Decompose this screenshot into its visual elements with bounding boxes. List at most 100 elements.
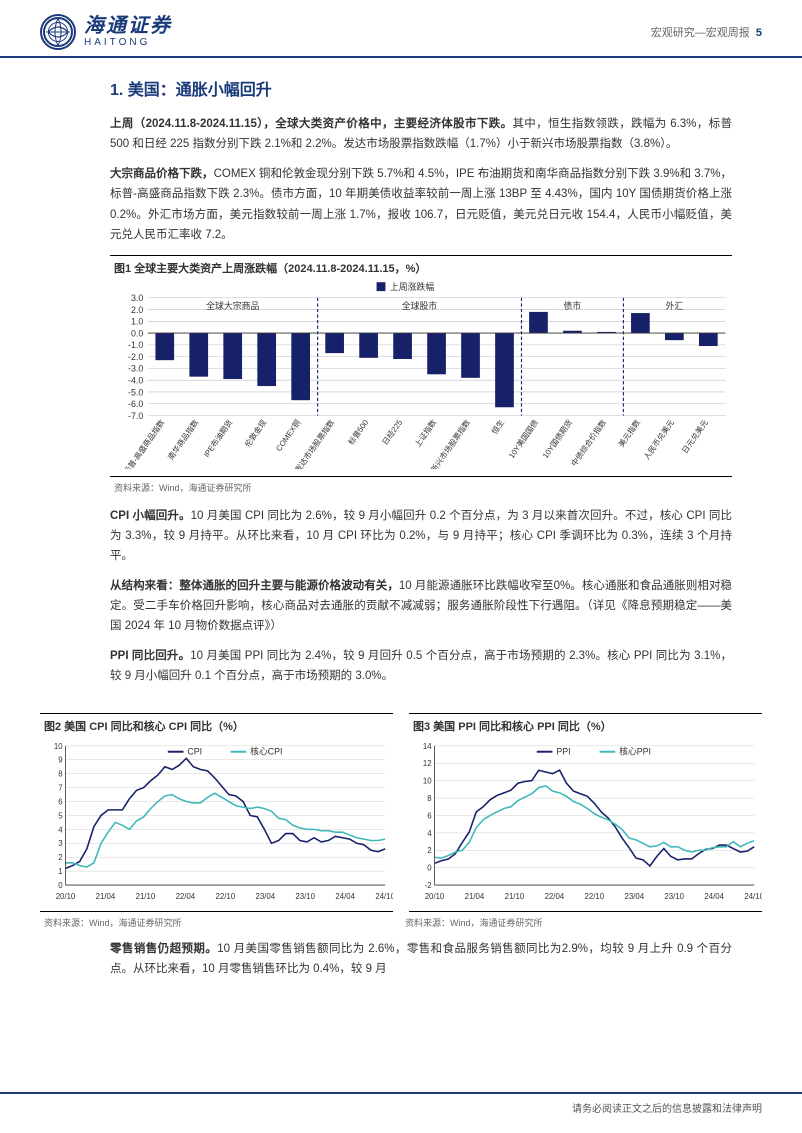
svg-text:IPE布油期货: IPE布油期货 bbox=[201, 417, 234, 459]
svg-text:1.0: 1.0 bbox=[131, 316, 143, 326]
svg-text:-2.0: -2.0 bbox=[128, 352, 143, 362]
svg-text:全球大宗商品: 全球大宗商品 bbox=[206, 300, 259, 311]
svg-text:2: 2 bbox=[427, 846, 431, 855]
p4-bold: 从结构来看：整体通胀的回升主要与能源价格波动有关， bbox=[110, 580, 399, 592]
svg-text:伦敦金现: 伦敦金现 bbox=[242, 417, 268, 448]
svg-text:8: 8 bbox=[427, 794, 432, 803]
svg-text:20/10: 20/10 bbox=[56, 891, 76, 900]
svg-text:12: 12 bbox=[423, 759, 432, 768]
fig1-source: 资料来源：Wind，海通证券研究所 bbox=[110, 479, 732, 496]
svg-text:10: 10 bbox=[423, 776, 432, 785]
svg-text:-7.0: -7.0 bbox=[128, 411, 143, 421]
svg-text:0.0: 0.0 bbox=[131, 328, 143, 338]
svg-text:22/04: 22/04 bbox=[176, 891, 196, 900]
svg-text:3: 3 bbox=[58, 839, 63, 848]
svg-text:24/10: 24/10 bbox=[375, 891, 393, 900]
fig2-chart: 012345678910CPI核心CPI20/1021/0421/1022/04… bbox=[40, 738, 393, 905]
svg-text:上证指数: 上证指数 bbox=[412, 417, 438, 448]
p3-bold: CPI 小幅回升。 bbox=[110, 510, 191, 522]
svg-text:中债综合价指数: 中债综合价指数 bbox=[569, 417, 609, 467]
svg-text:23/04: 23/04 bbox=[624, 891, 644, 900]
svg-text:21/04: 21/04 bbox=[465, 891, 485, 900]
svg-text:CPI: CPI bbox=[187, 746, 202, 756]
paragraph-5: PPI 同比回升。10 月美国 PPI 同比为 2.4%，较 9 月回升 0.5… bbox=[110, 646, 732, 686]
svg-text:10Y美国国债: 10Y美国国债 bbox=[506, 417, 540, 460]
svg-text:-2: -2 bbox=[425, 881, 432, 890]
svg-text:-5.0: -5.0 bbox=[128, 387, 143, 397]
svg-text:5: 5 bbox=[58, 811, 63, 820]
svg-text:9: 9 bbox=[58, 755, 62, 764]
svg-text:7: 7 bbox=[58, 783, 62, 792]
svg-text:4: 4 bbox=[58, 825, 63, 834]
svg-text:23/10: 23/10 bbox=[664, 891, 684, 900]
fig3-title: 图3 美国 PPI 同比和核心 PPI 同比（%） bbox=[409, 718, 762, 738]
fig2-title: 图2 美国 CPI 同比和核心 CPI 同比（%） bbox=[40, 718, 393, 738]
section-heading: 1. 美国：通胀小幅回升 bbox=[110, 76, 732, 100]
svg-text:核心PPI: 核心PPI bbox=[619, 745, 651, 756]
svg-text:14: 14 bbox=[423, 741, 432, 750]
main-content: 1. 美国：通胀小幅回升 上周（2024.11.8-2024.11.15），全球… bbox=[0, 58, 802, 707]
svg-text:3.0: 3.0 bbox=[131, 293, 143, 303]
fig3-source: 资料来源：Wind，海通证券研究所 bbox=[401, 914, 762, 931]
svg-text:人民币兑美元: 人民币兑美元 bbox=[641, 417, 676, 461]
fig3-chart: -202468101214PPI核心PPI20/1021/0421/1022/0… bbox=[409, 738, 762, 905]
svg-text:美元指数: 美元指数 bbox=[616, 417, 642, 448]
fig2-source: 资料来源：Wind，海通证券研究所 bbox=[40, 914, 401, 931]
p5-rest: 10 月美国 PPI 同比为 2.4%，较 9 月回升 0.5 个百分点，高于市… bbox=[110, 650, 732, 682]
svg-text:20/10: 20/10 bbox=[425, 891, 445, 900]
p2-bold: 大宗商品价格下跌， bbox=[110, 168, 214, 180]
page-header: 海通证券 HAITONG 宏观研究—宏观周报 5 bbox=[0, 0, 802, 58]
svg-text:-3.0: -3.0 bbox=[128, 363, 143, 373]
figure-1: 图1 全球主要大类资产上周涨跌幅（2024.11.8-2024.11.15，%）… bbox=[110, 255, 732, 477]
svg-text:24/10: 24/10 bbox=[744, 891, 762, 900]
svg-text:22/10: 22/10 bbox=[216, 891, 236, 900]
svg-text:2: 2 bbox=[58, 853, 62, 862]
paragraph-3: CPI 小幅回升。10 月美国 CPI 同比为 2.6%，较 9 月小幅回升 0… bbox=[110, 506, 732, 566]
paragraph-1: 上周（2024.11.8-2024.11.15），全球大类资产价格中，主要经济体… bbox=[110, 114, 732, 154]
svg-text:COMEX铜: COMEX铜 bbox=[273, 417, 302, 453]
svg-text:上周涨跌幅: 上周涨跌幅 bbox=[390, 281, 434, 292]
svg-text:债市: 债市 bbox=[564, 300, 582, 311]
svg-text:-4.0: -4.0 bbox=[128, 375, 143, 385]
svg-text:22/10: 22/10 bbox=[585, 891, 605, 900]
svg-text:0: 0 bbox=[427, 863, 432, 872]
svg-text:南华商品指数: 南华商品指数 bbox=[165, 417, 200, 461]
figure-3: 图3 美国 PPI 同比和核心 PPI 同比（%） -202468101214P… bbox=[409, 713, 762, 913]
svg-text:1: 1 bbox=[58, 867, 62, 876]
svg-text:21/10: 21/10 bbox=[505, 891, 525, 900]
p5-bold: PPI 同比回升。 bbox=[110, 650, 190, 662]
svg-text:23/10: 23/10 bbox=[295, 891, 315, 900]
svg-text:2.0: 2.0 bbox=[131, 305, 143, 315]
svg-text:6: 6 bbox=[427, 811, 432, 820]
svg-text:4: 4 bbox=[427, 828, 432, 837]
svg-text:24/04: 24/04 bbox=[704, 891, 724, 900]
svg-text:标普500: 标普500 bbox=[346, 417, 371, 447]
logo-icon bbox=[40, 14, 76, 50]
svg-text:8: 8 bbox=[58, 769, 63, 778]
svg-text:10: 10 bbox=[54, 741, 63, 750]
svg-text:恒生: 恒生 bbox=[489, 417, 506, 436]
svg-text:-1.0: -1.0 bbox=[128, 340, 143, 350]
svg-text:0: 0 bbox=[58, 881, 63, 890]
svg-text:21/10: 21/10 bbox=[136, 891, 156, 900]
page-footer: 请务必阅读正文之后的信息披露和法律声明 bbox=[0, 1092, 802, 1115]
svg-text:24/04: 24/04 bbox=[335, 891, 355, 900]
svg-text:外汇: 外汇 bbox=[665, 300, 683, 311]
page-number: 5 bbox=[756, 27, 762, 39]
svg-text:6: 6 bbox=[58, 797, 63, 806]
content-continued: 零售销售仍超预期。10 月美国零售销售额同比为 2.6%，零售和食品服务销售额同… bbox=[0, 931, 802, 999]
svg-text:日经225: 日经225 bbox=[380, 417, 405, 446]
svg-text:23/04: 23/04 bbox=[255, 891, 275, 900]
svg-text:21/04: 21/04 bbox=[96, 891, 116, 900]
logo-text-en: HAITONG bbox=[84, 38, 172, 48]
figure-row: 图2 美国 CPI 同比和核心 CPI 同比（%） 012345678910CP… bbox=[0, 707, 802, 932]
breadcrumb-text: 宏观研究—宏观周报 bbox=[651, 27, 750, 39]
p6-bold: 零售销售仍超预期。 bbox=[110, 943, 217, 955]
paragraph-6: 零售销售仍超预期。10 月美国零售销售额同比为 2.6%，零售和食品服务销售额同… bbox=[110, 939, 732, 979]
paragraph-4: 从结构来看：整体通胀的回升主要与能源价格波动有关，10 月能源通胀环比跌幅收窄至… bbox=[110, 576, 732, 636]
svg-text:标普-高盛商品指数: 标普-高盛商品指数 bbox=[121, 417, 166, 468]
footer-text: 请务必阅读正文之后的信息披露和法律声明 bbox=[572, 1104, 762, 1115]
p3-rest: 10 月美国 CPI 同比为 2.6%，较 9 月小幅回升 0.2 个百分点，为… bbox=[110, 510, 732, 562]
figure-2: 图2 美国 CPI 同比和核心 CPI 同比（%） 0 1 2 3 4 5 6 7 8 9 10 CP… bbox=[40, 713, 393, 913]
logo-text-cn: 海通证券 bbox=[84, 16, 172, 36]
